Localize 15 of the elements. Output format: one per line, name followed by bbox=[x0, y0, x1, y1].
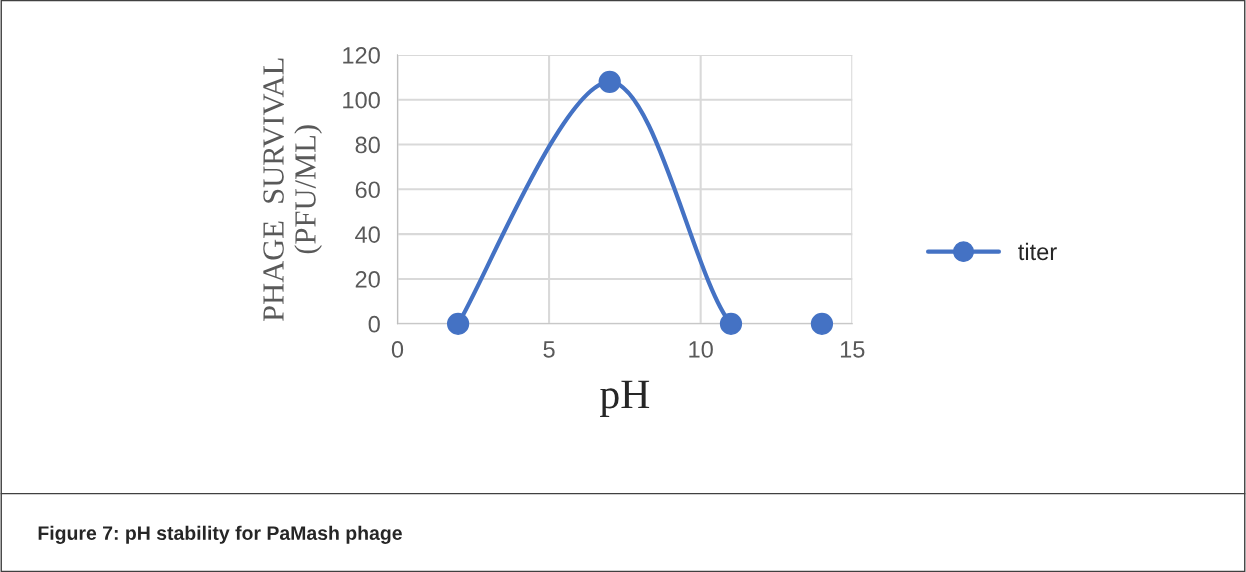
caption: Figure 7: pH stability for PaMash phage bbox=[38, 525, 402, 544]
y-tick-label: 40 bbox=[355, 226, 380, 243]
x-tick-label: 0 bbox=[391, 341, 404, 358]
y-tick-label: 80 bbox=[355, 136, 380, 154]
legend-label: titer bbox=[1018, 242, 1057, 261]
x-tick-label: 10 bbox=[689, 341, 713, 358]
x-tick-label: 15 bbox=[840, 341, 865, 358]
y-tick-label: 60 bbox=[355, 181, 380, 199]
x-tick-label: 5 bbox=[543, 341, 555, 358]
y-tick-label: 20 bbox=[355, 271, 380, 288]
y-axis-title: PHAGE SURVIVAL (PFU/ML) bbox=[263, 58, 322, 322]
x-axis-title: pH bbox=[600, 380, 650, 417]
y-tick-label: 0 bbox=[368, 315, 380, 333]
y-tick-label: 100 bbox=[343, 91, 380, 109]
y-tick-label: 120 bbox=[343, 46, 380, 64]
